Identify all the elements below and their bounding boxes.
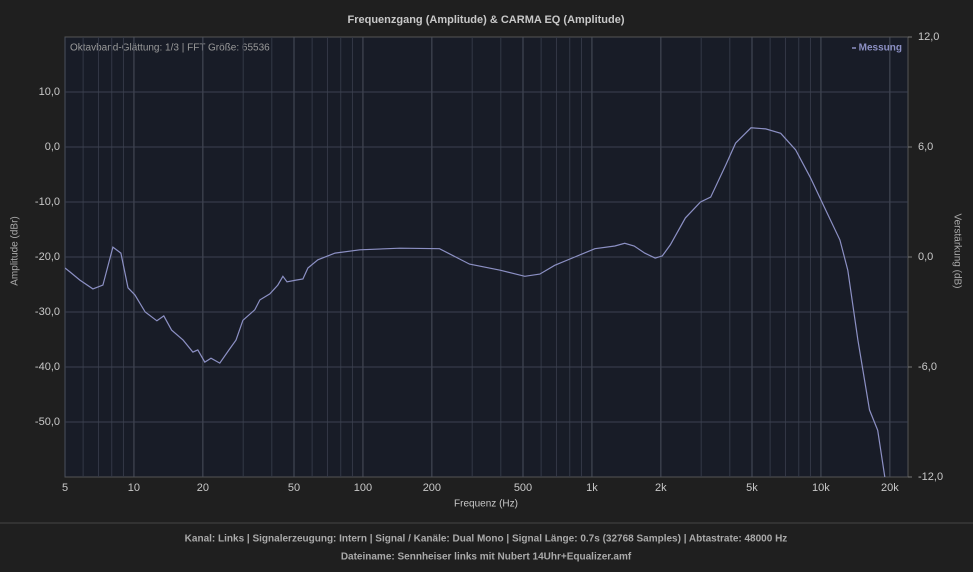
annotation: Oktavband-Glättung: 1/3 | FFT Größe: 655… — [70, 43, 270, 54]
y2-tick-label: 0,0 — [918, 251, 933, 263]
legend-label: Messung — [859, 43, 902, 54]
x-tick-label: 10k — [812, 482, 830, 494]
y2-tick-label: 12,0 — [918, 31, 939, 43]
y-tick-label: -20,0 — [35, 251, 60, 263]
x-tick-label: 200 — [423, 482, 441, 494]
y-tick-label: -40,0 — [35, 361, 60, 373]
x-tick-label: 5 — [62, 482, 68, 494]
x-tick-label: 20k — [881, 482, 899, 494]
x-axis-label: Frequenz (Hz) — [454, 499, 518, 510]
footer-file: Dateiname: Sennheiser links mit Nubert 1… — [341, 552, 632, 563]
y2-tick-label: -6,0 — [918, 361, 937, 373]
x-tick-label: 5k — [746, 482, 758, 494]
y-tick-label: 0,0 — [45, 141, 60, 153]
x-tick-label: 100 — [354, 482, 372, 494]
y2-tick-label: 6,0 — [918, 141, 933, 153]
x-tick-label: 20 — [197, 482, 209, 494]
grid — [64, 37, 908, 477]
series-line — [65, 127, 886, 477]
footer-info: Kanal: Links | Signalerzeugung: Intern |… — [185, 534, 788, 545]
x-tick-label: 10 — [128, 482, 140, 494]
chart-title: Frequenzgang (Amplitude) & CARMA EQ (Amp… — [347, 14, 624, 26]
x-tick-label: 50 — [288, 482, 300, 494]
x-tick-label: 500 — [514, 482, 532, 494]
x-tick-label: 2k — [655, 482, 667, 494]
y2-tick-label: -12,0 — [918, 471, 943, 483]
y-axis-label: Amplitude (dBr) — [10, 216, 21, 285]
y-tick-label: -10,0 — [35, 196, 60, 208]
y-tick-label: 10,0 — [39, 86, 60, 98]
x-tick-label: 1k — [586, 482, 598, 494]
y-tick-label: -30,0 — [35, 306, 60, 318]
y-tick-label: -50,0 — [35, 416, 60, 428]
y2-axis-label: Verstärkung (dB) — [951, 213, 962, 288]
